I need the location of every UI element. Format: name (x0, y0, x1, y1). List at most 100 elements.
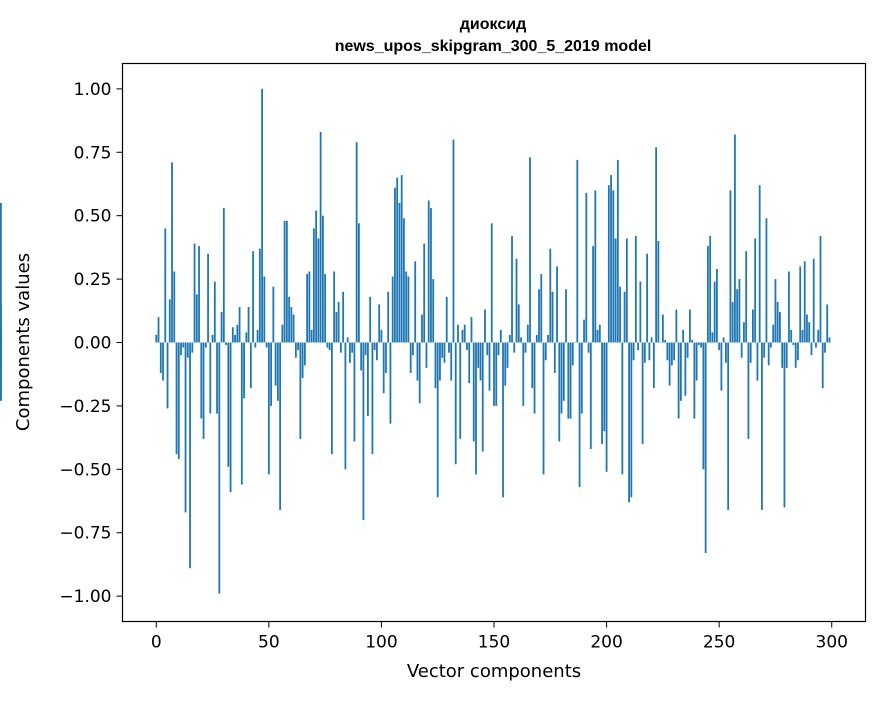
bar (775, 279, 777, 342)
bar (482, 343, 484, 452)
bar (745, 251, 747, 342)
bar (209, 343, 211, 414)
bar (723, 337, 725, 342)
bar (480, 343, 482, 381)
bar (277, 343, 279, 401)
bar (590, 343, 592, 450)
bar (394, 188, 396, 343)
bar (549, 249, 551, 343)
chart-title: диоксид (460, 16, 526, 33)
bar (766, 218, 768, 342)
bar (466, 343, 468, 351)
bar (531, 343, 533, 389)
bar (626, 239, 628, 343)
bar (646, 254, 648, 343)
bar (610, 175, 612, 342)
bar (0, 203, 2, 343)
y-tick-label: 0.00 (74, 334, 112, 354)
bar (381, 330, 383, 343)
bar (802, 330, 804, 343)
bar (304, 343, 306, 366)
bar (385, 343, 387, 373)
bar (191, 343, 193, 353)
bar (673, 343, 675, 361)
bar (664, 340, 666, 343)
bar (272, 287, 274, 343)
bar (399, 203, 401, 343)
bar (187, 343, 189, 358)
bar (412, 343, 414, 356)
bar (345, 343, 347, 470)
bar (743, 322, 745, 342)
bar (761, 343, 763, 510)
bar (363, 343, 365, 521)
bar (621, 343, 623, 475)
bar (441, 343, 443, 358)
bar (464, 325, 466, 343)
bar (455, 343, 457, 465)
bar (680, 343, 682, 401)
bar (624, 292, 626, 343)
bar (489, 343, 491, 391)
bar (817, 330, 819, 343)
bar (633, 343, 635, 361)
bar (428, 200, 430, 342)
bar (777, 302, 779, 343)
y-tick-label: 0.50 (74, 207, 112, 227)
bar (727, 343, 729, 510)
bar (730, 190, 732, 342)
bar (642, 343, 644, 444)
bar (790, 330, 792, 343)
bar (540, 274, 542, 342)
bar (245, 332, 247, 342)
x-tick-label: 200 (590, 633, 622, 653)
bar (635, 236, 637, 343)
bar (522, 343, 524, 406)
bar (772, 325, 774, 343)
bar (263, 277, 265, 343)
bar (513, 343, 515, 353)
bar (311, 330, 313, 343)
bar (435, 343, 437, 389)
bar (477, 343, 479, 368)
bar (822, 343, 824, 389)
bar (194, 244, 196, 343)
bar (259, 249, 261, 343)
bar (396, 178, 398, 343)
bar (387, 292, 389, 343)
bar (556, 266, 558, 342)
bar (536, 335, 538, 343)
bar (239, 307, 241, 343)
bar (615, 239, 617, 343)
bar (392, 277, 394, 343)
bar (639, 282, 641, 343)
bar (158, 317, 160, 342)
bar (351, 343, 353, 353)
bar (588, 343, 590, 353)
bar (335, 312, 337, 342)
bar (241, 343, 243, 485)
bar (317, 239, 319, 343)
bar (788, 271, 790, 342)
y-tick-label: 0.25 (74, 270, 112, 290)
bar (808, 322, 810, 342)
bar (770, 343, 772, 348)
bar (748, 343, 750, 439)
bar (538, 289, 540, 342)
bar (302, 343, 304, 379)
bar (212, 335, 214, 343)
bar (275, 343, 277, 386)
bar (520, 337, 522, 342)
bar (169, 299, 171, 342)
bar (655, 147, 657, 342)
bar (826, 304, 828, 342)
x-tick-label: 50 (258, 633, 280, 653)
y-axis-label: Components values (13, 253, 34, 431)
bar (824, 343, 826, 353)
bar (651, 337, 653, 342)
bar (367, 343, 369, 417)
bar (423, 244, 425, 343)
bar (579, 343, 581, 488)
bar (784, 343, 786, 508)
